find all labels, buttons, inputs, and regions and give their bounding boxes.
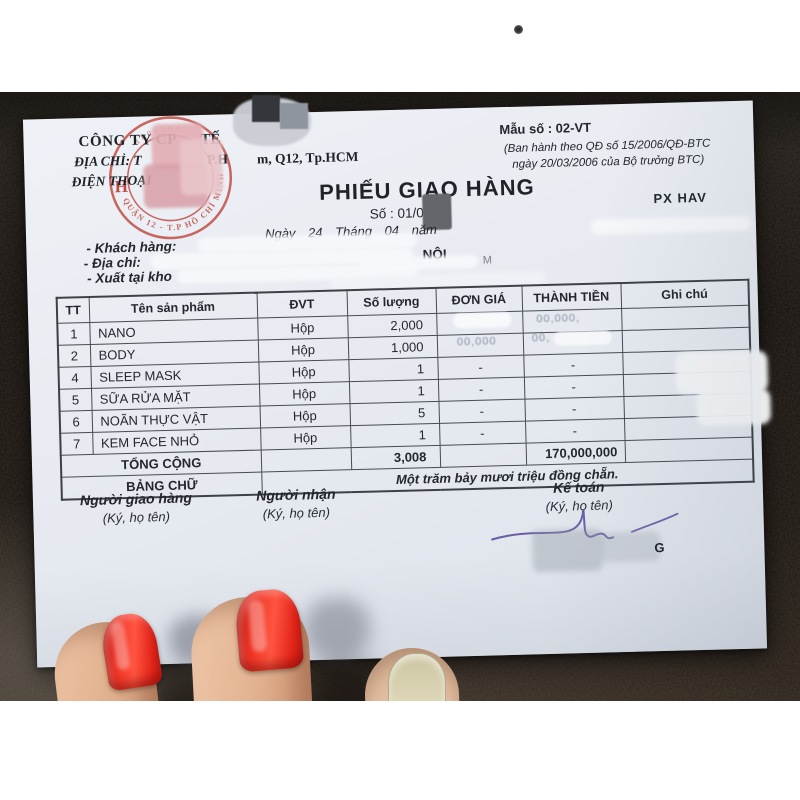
document-number: Số : 01/04 <box>369 204 432 222</box>
col-price: ĐƠN GIÁ <box>435 285 523 314</box>
cell-qty: 1 <box>348 357 438 382</box>
cell-unit: Hộp <box>257 315 348 341</box>
address-tail: M <box>482 254 493 267</box>
form-number: Mẫu số : 02-VT <box>499 119 592 138</box>
cell-amount: - <box>523 352 623 378</box>
warehouse-label: - Xuất tại kho <box>86 268 173 287</box>
censor-blur-right-top <box>590 215 752 235</box>
col-tt: TT <box>56 296 90 324</box>
cell-tt: 2 <box>57 344 91 368</box>
col-note: Ghi chú <box>620 279 750 309</box>
censor-mosaic-dark-tile <box>252 95 280 122</box>
cell-amount: - <box>523 374 624 400</box>
cell-qty: 2,000 <box>347 313 437 338</box>
total-amount: 170,000,000 <box>525 440 626 466</box>
censor-blur-signature-1 <box>531 528 603 573</box>
col-qty: Số lượng <box>346 287 437 316</box>
signer-deliverer: Người giao hàng <box>79 489 193 509</box>
cell-qty: 1 <box>348 379 439 404</box>
cell-amount: - <box>524 396 624 422</box>
cell-unit: Hộp <box>257 337 349 363</box>
cell-price: - <box>438 399 526 424</box>
signer-accountant: Kế toán <box>552 478 605 496</box>
signature-ink <box>491 509 679 541</box>
issued-under-line1: (Ban hành theo QĐ số 15/2006/QĐ-BTC <box>503 137 711 156</box>
cell-amount: - <box>525 418 625 444</box>
cell-unit: Hộp <box>258 359 349 385</box>
company-address-suffix: m, Q12, Tp.HCM <box>256 148 359 167</box>
issued-under-line2: ngày 20/03/2006 của Bộ trưởng BTC) <box>512 153 705 171</box>
censor-mosaic-gray-tile <box>280 103 308 129</box>
cell-tt: 1 <box>57 322 90 346</box>
cell-tt: 6 <box>59 410 93 434</box>
cell-qty: 5 <box>349 401 440 426</box>
smudge-amount-row2: 00, <box>531 331 551 345</box>
cell-price: - <box>437 377 525 402</box>
censor-blur-stamp-3 <box>179 138 223 196</box>
cell-qty: 1,000 <box>347 335 438 360</box>
items-table: TT Tên sản phẩm ĐVT Số lượng ĐƠN GIÁ THÀ… <box>55 278 755 501</box>
total-qty: 3,008 <box>350 445 441 470</box>
total-price-empty <box>439 443 527 468</box>
col-amount: THÀNH TIỀN <box>521 283 622 312</box>
cell-unit: Hộp <box>260 425 351 451</box>
dark-table-background: 1801368 QUẬN 12 - T.P HỒ CHÍ MINH H CÔNG… <box>0 92 800 701</box>
cell-unit: Hộp <box>259 403 351 429</box>
smudge-price-row2: 00,000 <box>456 335 497 349</box>
delivery-note-paper: 1801368 QUẬN 12 - T.P HỒ CHÍ MINH H CÔNG… <box>22 100 772 668</box>
company-address: ĐỊA CHỈ: T <box>73 152 142 170</box>
cell-tt: 7 <box>60 432 93 456</box>
censor-blur-amount-row2 <box>553 330 613 346</box>
cell-tt: 4 <box>58 366 92 390</box>
dust-speck <box>514 25 523 34</box>
cell-price: - <box>437 355 524 380</box>
finger-shadow-on-paper-2 <box>303 596 372 661</box>
total-unit-empty <box>260 447 352 473</box>
censor-blur-price-row1 <box>453 311 512 329</box>
col-unit: ĐVT <box>256 290 348 319</box>
company-phone: ĐIỆN THOẠI <box>71 172 152 190</box>
censor-blur-signature-2 <box>599 531 661 563</box>
px-code: PX HAV <box>653 189 708 207</box>
finger-3-natural-nail <box>388 653 446 701</box>
smudge-amount-row1: 00,000, <box>536 312 581 326</box>
cell-unit: Hộp <box>258 381 350 407</box>
stray-letter: G <box>654 540 665 556</box>
address-label: - Địa chỉ: <box>83 254 141 272</box>
cell-qty: 1 <box>350 423 440 448</box>
cell-price: - <box>439 421 526 446</box>
signer-receiver: Người nhận <box>256 485 336 504</box>
signer-deliverer-note: (Ký, họ tên) <box>102 508 171 526</box>
censor-blur-note-col-2 <box>696 388 772 427</box>
cell-tt: 5 <box>59 388 92 412</box>
signer-receiver-note: (Ký, họ tên) <box>262 504 331 522</box>
